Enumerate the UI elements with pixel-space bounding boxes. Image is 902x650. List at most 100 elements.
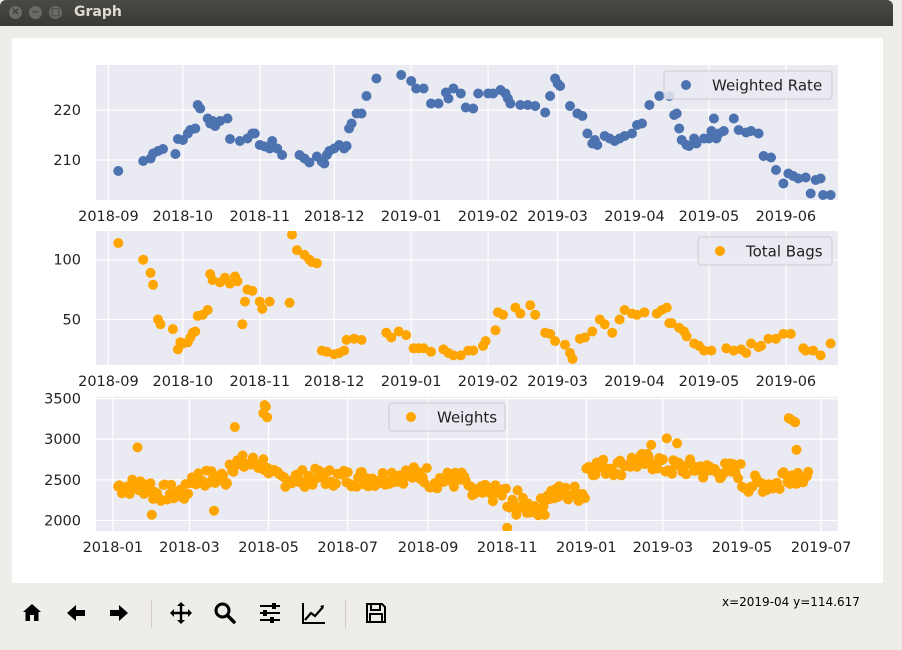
home-icon[interactable]	[19, 600, 45, 626]
window-titlebar: ✕ − □ Graph	[0, 0, 893, 26]
data-point	[515, 100, 526, 110]
data-point	[771, 333, 781, 344]
data-point	[258, 454, 269, 465]
data-point	[418, 343, 429, 354]
back-icon[interactable]	[63, 600, 89, 626]
data-point	[803, 466, 814, 477]
subplots-icon[interactable]	[257, 600, 283, 626]
data-point	[113, 238, 124, 248]
data-point	[138, 254, 149, 265]
data-point	[733, 473, 744, 484]
data-point	[637, 118, 647, 129]
data-point	[411, 83, 422, 94]
axes-edit-icon[interactable]	[301, 600, 327, 626]
data-point	[746, 338, 757, 349]
data-point	[247, 285, 258, 296]
x-tick-label: 2018-11	[477, 540, 538, 556]
x-tick-label: 2019-02	[458, 209, 519, 225]
x-tick-label: 2018-11	[229, 209, 290, 225]
data-point	[183, 488, 194, 499]
x-tick-label: 2019-06	[756, 209, 817, 225]
data-point	[193, 468, 204, 479]
data-point	[790, 417, 801, 428]
subplot-3: 2018-01 2018-03 2018-05 2018-07 2018-09 2018-…	[44, 392, 851, 556]
data-point	[393, 326, 404, 337]
x-tick-label: 2019-01	[381, 209, 442, 225]
data-point	[341, 334, 352, 345]
data-point	[502, 522, 513, 531]
pan-icon[interactable]	[168, 600, 194, 626]
legend-box	[697, 236, 833, 266]
y-tick-label: 3500	[44, 392, 81, 408]
data-point	[800, 345, 811, 356]
data-point	[792, 467, 803, 478]
x-tick-label: 2018-10	[153, 209, 214, 225]
data-point	[264, 296, 275, 307]
x-tick-label: 2018-09	[398, 540, 459, 556]
forward-icon[interactable]	[106, 600, 132, 626]
data-point	[667, 468, 677, 479]
legend-marker	[681, 80, 691, 90]
data-point	[512, 485, 523, 496]
data-point	[356, 108, 367, 119]
subplot-2: 2018-09 2018-10 2018-11 2018-12 2019-01 2019-…	[53, 231, 838, 390]
x-tick-label: 2018-01	[83, 540, 144, 556]
x-tick-label: 2018-03	[159, 540, 220, 556]
data-point	[565, 101, 575, 111]
x-tick-label: 2018-07	[317, 540, 378, 556]
data-point	[460, 102, 471, 113]
data-point	[222, 478, 232, 489]
maximize-window-icon[interactable]: □	[49, 6, 62, 19]
legend-label: Weights	[437, 409, 497, 427]
x-tick-label: 2019-01	[556, 540, 617, 556]
data-point	[229, 422, 240, 432]
figure-canvas[interactable]: 2018-09 2018-10 2018-11 2018-12 2019-01 2019-…	[12, 38, 883, 583]
x-tick-label: 2019-07	[791, 540, 852, 556]
save-icon[interactable]	[363, 600, 389, 626]
toolbar-separator	[345, 600, 346, 628]
data-point	[582, 128, 593, 139]
data-point	[331, 478, 341, 489]
x-tick-label: 2018-12	[304, 209, 365, 225]
data-point	[515, 308, 526, 319]
x-tick-label: 2019-06	[756, 374, 817, 390]
data-point	[468, 345, 479, 356]
data-point	[155, 319, 166, 330]
window-title: Graph	[74, 4, 122, 20]
data-point	[671, 108, 682, 119]
data-point	[146, 509, 157, 520]
data-point	[691, 138, 702, 149]
minimize-window-icon[interactable]: −	[29, 6, 42, 19]
data-point	[681, 331, 692, 342]
data-point	[580, 493, 590, 504]
data-point	[763, 333, 774, 344]
data-point	[267, 136, 278, 146]
close-window-icon[interactable]: ✕	[9, 6, 22, 19]
data-point	[113, 166, 124, 176]
toolbar-separator	[151, 600, 152, 628]
data-point	[599, 319, 610, 330]
x-tick-label: 2019-05	[679, 374, 740, 390]
data-point	[530, 309, 541, 320]
data-point	[257, 303, 268, 314]
data-point	[401, 330, 412, 341]
zoom-icon[interactable]	[212, 600, 238, 626]
x-tick-label: 2019-04	[604, 209, 665, 225]
data-point	[377, 468, 388, 478]
data-point	[706, 345, 717, 356]
legend: Total Bags	[697, 236, 833, 266]
x-tick-label: 2019-02	[458, 374, 519, 390]
data-point	[539, 509, 550, 520]
data-point	[239, 296, 250, 307]
data-point	[421, 463, 432, 474]
data-point	[207, 275, 218, 286]
points-group	[113, 400, 814, 531]
data-point	[209, 505, 219, 516]
data-point	[284, 297, 295, 308]
data-point	[287, 231, 297, 240]
data-point	[666, 318, 677, 329]
data-point	[455, 88, 466, 99]
data-point	[319, 158, 330, 169]
data-point	[158, 144, 168, 154]
legend: Weights	[388, 402, 506, 432]
